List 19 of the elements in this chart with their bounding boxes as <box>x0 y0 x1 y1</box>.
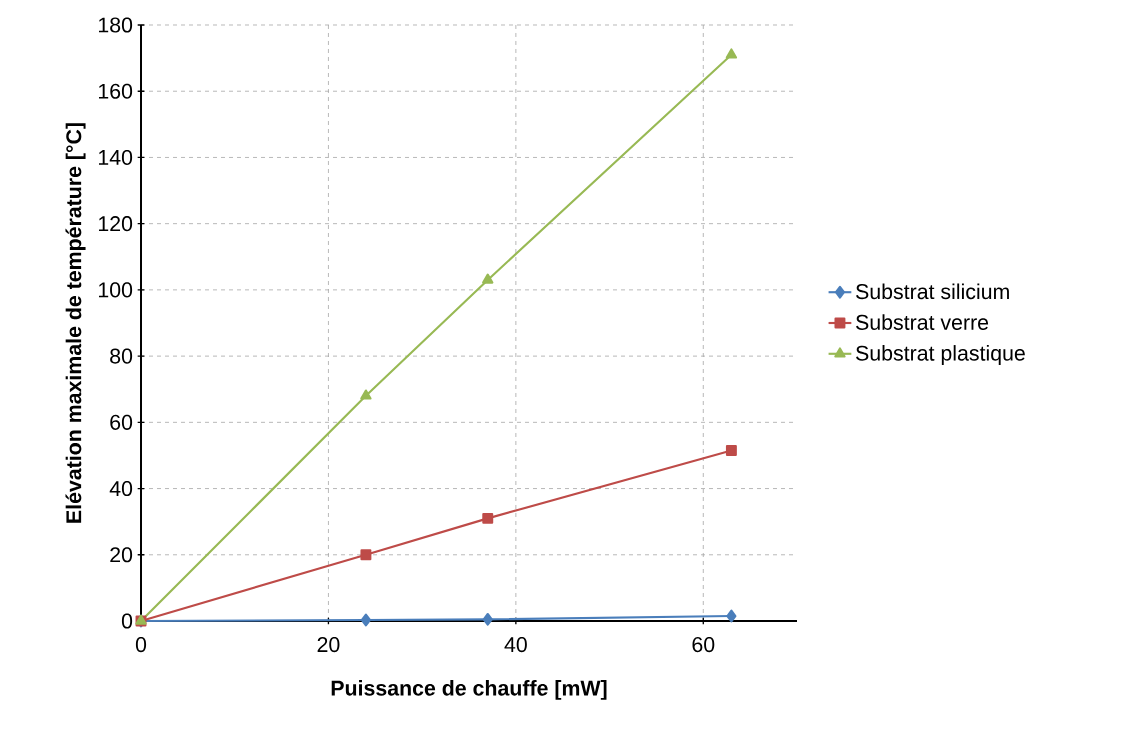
legend-label: Substrat verre <box>856 314 989 330</box>
y-tick-label: 80 <box>110 348 133 364</box>
y-tick-label: 40 <box>109 481 133 497</box>
y-tick-label: 20 <box>110 547 133 563</box>
x-axis-title: Puissance de chauffe [mW] <box>331 679 607 700</box>
legend-label: Substrat plastique <box>856 345 1025 365</box>
x-tick-label: 0 <box>135 637 147 653</box>
y-tick-label: 100 <box>99 282 133 298</box>
x-tick-label: 60 <box>692 637 715 653</box>
y-tick-label: 180 <box>99 17 133 33</box>
y-tick-label: 140 <box>99 149 133 165</box>
legend-label: Substrat silicium <box>856 283 1009 300</box>
x-tick-label: 40 <box>504 637 527 653</box>
y-tick-label: 0 <box>121 613 133 629</box>
y-axis-title: Elévation maximale de température [°C] <box>65 123 86 523</box>
y-tick-label: 160 <box>99 83 133 99</box>
x-tick-label: 20 <box>317 637 340 653</box>
y-tick-label: 60 <box>110 414 133 430</box>
y-tick-label: 120 <box>99 216 133 232</box>
